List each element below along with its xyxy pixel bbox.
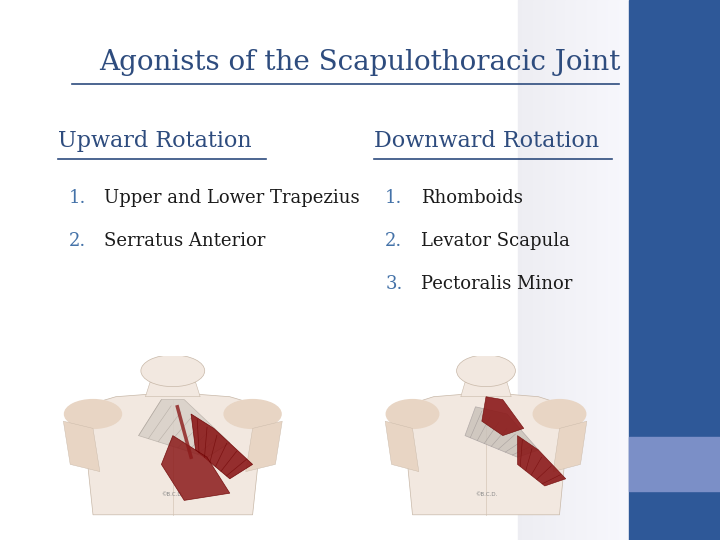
Bar: [625, 0, 626, 540]
Bar: [616, 0, 617, 540]
Bar: [629, 0, 720, 540]
Bar: [571, 0, 572, 540]
Bar: [550, 0, 552, 540]
Polygon shape: [138, 400, 230, 457]
Bar: [610, 0, 612, 540]
Polygon shape: [385, 421, 419, 471]
Bar: [588, 0, 590, 540]
Bar: [526, 0, 528, 540]
Bar: [575, 0, 576, 540]
Text: Agonists of the Scapulothoracic Joint: Agonists of the Scapulothoracic Joint: [99, 49, 621, 76]
Ellipse shape: [534, 400, 586, 428]
Bar: [626, 0, 629, 540]
Bar: [544, 0, 546, 540]
Polygon shape: [518, 436, 566, 486]
Bar: [530, 0, 531, 540]
Text: 1.: 1.: [68, 189, 86, 207]
Bar: [518, 0, 521, 540]
Bar: [613, 0, 616, 540]
Bar: [629, 437, 720, 491]
Bar: [562, 0, 563, 540]
Bar: [552, 0, 554, 540]
Polygon shape: [191, 414, 253, 479]
Polygon shape: [402, 393, 570, 515]
Bar: [603, 0, 604, 540]
Bar: [567, 0, 569, 540]
Ellipse shape: [386, 400, 438, 428]
Bar: [606, 0, 608, 540]
Bar: [569, 0, 571, 540]
Bar: [572, 0, 575, 540]
Bar: [521, 0, 522, 540]
Bar: [557, 0, 559, 540]
Bar: [584, 0, 585, 540]
Text: Levator Scapula: Levator Scapula: [421, 232, 570, 250]
Bar: [556, 0, 557, 540]
Bar: [623, 0, 625, 540]
Bar: [590, 0, 591, 540]
Text: 2.: 2.: [385, 232, 402, 250]
Polygon shape: [145, 382, 200, 397]
Bar: [576, 0, 578, 540]
Bar: [621, 0, 623, 540]
Ellipse shape: [65, 400, 122, 428]
Bar: [565, 0, 567, 540]
Text: ©B.C.D.: ©B.C.D.: [161, 492, 184, 497]
Bar: [591, 0, 593, 540]
Bar: [580, 0, 582, 540]
Bar: [619, 0, 621, 540]
Bar: [604, 0, 606, 540]
Text: 3.: 3.: [385, 275, 402, 293]
Polygon shape: [553, 421, 587, 471]
Polygon shape: [465, 407, 539, 457]
Bar: [541, 0, 543, 540]
Ellipse shape: [141, 355, 204, 387]
Text: 1.: 1.: [385, 189, 402, 207]
Bar: [563, 0, 565, 540]
Bar: [528, 0, 530, 540]
Bar: [539, 0, 541, 540]
Polygon shape: [63, 421, 100, 471]
Bar: [582, 0, 584, 540]
Bar: [534, 0, 535, 540]
Bar: [608, 0, 610, 540]
Polygon shape: [81, 393, 264, 515]
Bar: [578, 0, 580, 540]
Bar: [612, 0, 613, 540]
Text: Pectoralis Minor: Pectoralis Minor: [421, 275, 572, 293]
Bar: [537, 0, 539, 540]
Bar: [524, 0, 526, 540]
Polygon shape: [461, 382, 511, 397]
Text: Downward Rotation: Downward Rotation: [374, 130, 600, 152]
Polygon shape: [246, 421, 282, 471]
Polygon shape: [161, 436, 230, 501]
Bar: [593, 0, 595, 540]
Bar: [600, 0, 603, 540]
Text: Upper and Lower Trapezius: Upper and Lower Trapezius: [104, 189, 360, 207]
Text: Serratus Anterior: Serratus Anterior: [104, 232, 266, 250]
Text: Rhomboids: Rhomboids: [421, 189, 523, 207]
Bar: [554, 0, 556, 540]
Ellipse shape: [224, 400, 281, 428]
Bar: [585, 0, 588, 540]
Bar: [548, 0, 550, 540]
Text: ©B.C.D.: ©B.C.D.: [474, 492, 498, 497]
Ellipse shape: [456, 355, 516, 387]
Bar: [599, 0, 600, 540]
Bar: [597, 0, 599, 540]
Bar: [617, 0, 619, 540]
Bar: [531, 0, 534, 540]
Bar: [559, 0, 562, 540]
Text: 2.: 2.: [68, 232, 86, 250]
Bar: [535, 0, 537, 540]
Bar: [595, 0, 597, 540]
Polygon shape: [482, 397, 523, 436]
Bar: [543, 0, 544, 540]
Text: Upward Rotation: Upward Rotation: [58, 130, 251, 152]
Bar: [522, 0, 524, 540]
Bar: [546, 0, 548, 540]
